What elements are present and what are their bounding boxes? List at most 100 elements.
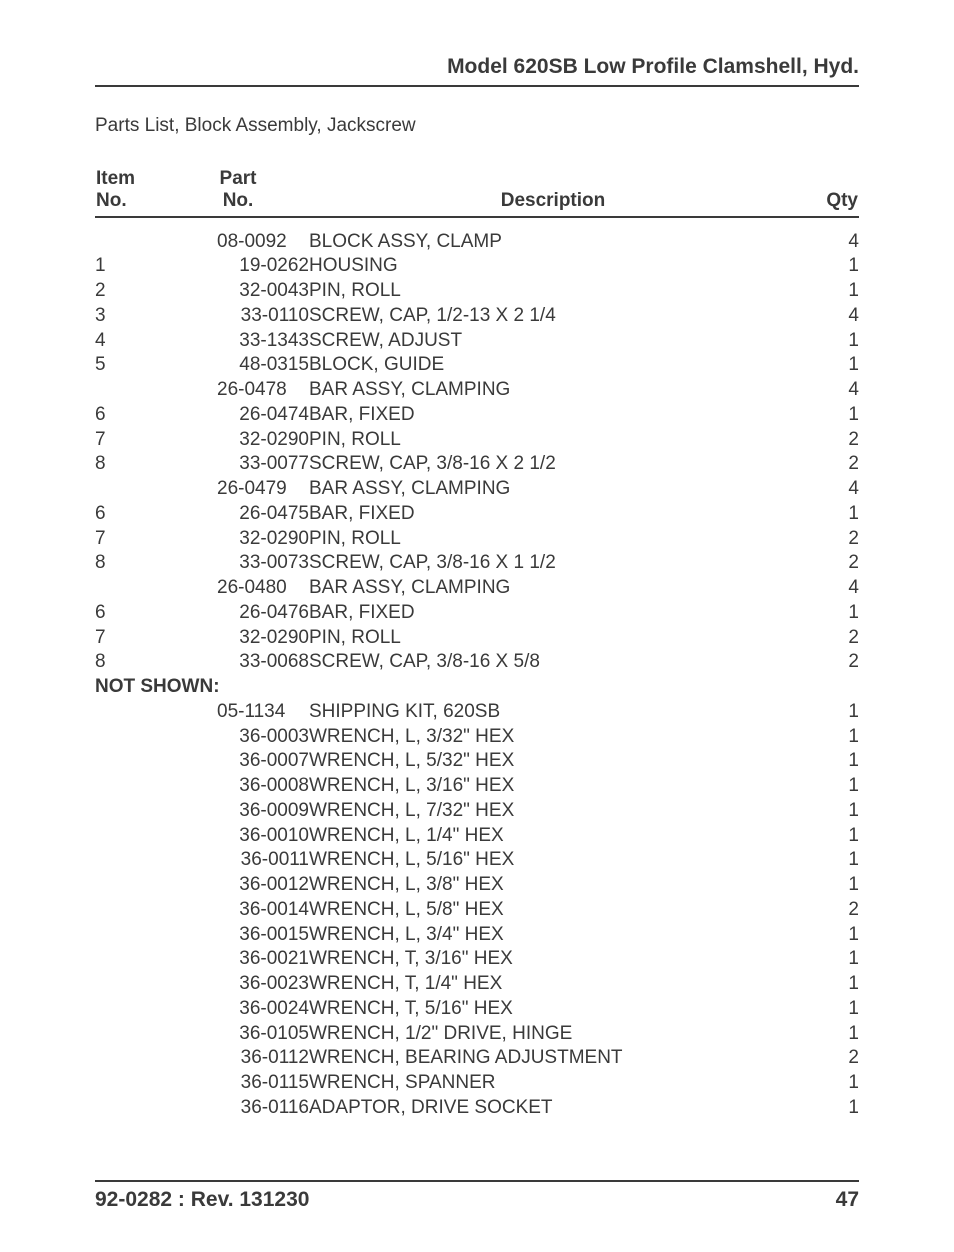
table-row: 36-0021WRENCH, T, 3/16" HEX1 bbox=[95, 947, 859, 972]
table-row: 433-1343SCREW, ADJUST1 bbox=[95, 328, 859, 353]
table-row: 36-0116ADAPTOR, DRIVE SOCKET1 bbox=[95, 1095, 859, 1120]
cell-part: 08-0092 bbox=[167, 229, 309, 254]
cell-part: 48-0315 bbox=[167, 353, 309, 378]
cell-qty: 4 bbox=[797, 378, 859, 403]
cell-item: 5 bbox=[95, 353, 167, 378]
table-row: 36-0023WRENCH, T, 1/4" HEX1 bbox=[95, 972, 859, 997]
cell-part: 33-0068 bbox=[167, 650, 309, 675]
table-row: 26-0480BAR ASSY, CLAMPING4 bbox=[95, 576, 859, 601]
table-row: 333-0110SCREW, CAP, 1/2-13 X 2 1/44 bbox=[95, 303, 859, 328]
col-desc-label: Description bbox=[501, 190, 606, 211]
cell-item: 4 bbox=[95, 328, 167, 353]
table-header-row: Item No. Part No. Description Qty bbox=[95, 167, 859, 217]
table-row: 119-0262HOUSING1 bbox=[95, 254, 859, 279]
cell-qty: 4 bbox=[797, 576, 859, 601]
cell-part: 36-0116 bbox=[167, 1095, 309, 1120]
cell-desc: WRENCH, L, 7/32" HEX bbox=[309, 798, 797, 823]
cell-qty: 1 bbox=[797, 1071, 859, 1096]
cell-part: 36-0015 bbox=[167, 922, 309, 947]
cell-item bbox=[95, 774, 167, 799]
cell-desc: WRENCH, BEARING ADJUSTMENT bbox=[309, 1046, 797, 1071]
cell-qty: 4 bbox=[797, 229, 859, 254]
cell-qty: 1 bbox=[797, 724, 859, 749]
section-row: NOT SHOWN: bbox=[95, 675, 859, 700]
cell-item: 7 bbox=[95, 526, 167, 551]
cell-item: 1 bbox=[95, 254, 167, 279]
cell-desc: WRENCH, L, 5/16" HEX bbox=[309, 848, 797, 873]
cell-qty: 1 bbox=[797, 699, 859, 724]
table-row: 36-0007WRENCH, L, 5/32" HEX1 bbox=[95, 749, 859, 774]
cell-part: 05-1134 bbox=[167, 699, 309, 724]
cell-part: 36-0023 bbox=[167, 972, 309, 997]
table-row: 36-0024WRENCH, T, 5/16" HEX1 bbox=[95, 996, 859, 1021]
cell-qty: 2 bbox=[797, 551, 859, 576]
cell-desc: WRENCH, L, 1/4" HEX bbox=[309, 823, 797, 848]
table-row: 626-0474BAR, FIXED1 bbox=[95, 402, 859, 427]
cell-desc: SCREW, ADJUST bbox=[309, 328, 797, 353]
cell-item: 8 bbox=[95, 551, 167, 576]
table-row: 833-0073SCREW, CAP, 3/8-16 X 1 1/22 bbox=[95, 551, 859, 576]
cell-part: 19-0262 bbox=[167, 254, 309, 279]
cell-item bbox=[95, 378, 167, 403]
table-row: 548-0315BLOCK, GUIDE1 bbox=[95, 353, 859, 378]
cell-qty: 1 bbox=[797, 996, 859, 1021]
cell-part: 36-0014 bbox=[167, 897, 309, 922]
cell-qty: 1 bbox=[797, 1095, 859, 1120]
cell-qty: 2 bbox=[797, 650, 859, 675]
table-row: 05-1134SHIPPING KIT, 620SB1 bbox=[95, 699, 859, 724]
cell-item: 6 bbox=[95, 501, 167, 526]
table-row: 36-0010WRENCH, L, 1/4" HEX1 bbox=[95, 823, 859, 848]
cell-qty: 2 bbox=[797, 526, 859, 551]
cell-qty: 1 bbox=[797, 600, 859, 625]
cell-item: 6 bbox=[95, 600, 167, 625]
cell-item bbox=[95, 477, 167, 502]
cell-desc: WRENCH, L, 5/32" HEX bbox=[309, 749, 797, 774]
cell-item: 3 bbox=[95, 303, 167, 328]
cell-desc: BLOCK ASSY, CLAMP bbox=[309, 229, 797, 254]
table-row: 36-0014WRENCH, L, 5/8" HEX2 bbox=[95, 897, 859, 922]
cell-item bbox=[95, 1071, 167, 1096]
cell-desc: PIN, ROLL bbox=[309, 625, 797, 650]
table-row: 732-0290PIN, ROLL2 bbox=[95, 427, 859, 452]
cell-qty: 1 bbox=[797, 873, 859, 898]
table-row: 36-0012WRENCH, L, 3/8" HEX1 bbox=[95, 873, 859, 898]
cell-desc: BAR, FIXED bbox=[309, 402, 797, 427]
cell-qty: 1 bbox=[797, 501, 859, 526]
cell-item bbox=[95, 1095, 167, 1120]
col-part-line2: No. bbox=[223, 190, 254, 211]
cell-qty: 1 bbox=[797, 1021, 859, 1046]
col-item: Item No. bbox=[95, 167, 167, 217]
cell-qty: 1 bbox=[797, 848, 859, 873]
cell-qty: 2 bbox=[797, 897, 859, 922]
cell-desc: BAR ASSY, CLAMPING bbox=[309, 378, 797, 403]
table-row: 36-0003WRENCH, L, 3/32" HEX1 bbox=[95, 724, 859, 749]
cell-item bbox=[95, 873, 167, 898]
cell-item bbox=[95, 922, 167, 947]
cell-part: 36-0105 bbox=[167, 1021, 309, 1046]
cell-desc: SCREW, CAP, 3/8-16 X 1 1/2 bbox=[309, 551, 797, 576]
table-row: 36-0009WRENCH, L, 7/32" HEX1 bbox=[95, 798, 859, 823]
table-row: 732-0290PIN, ROLL2 bbox=[95, 625, 859, 650]
cell-item: 6 bbox=[95, 402, 167, 427]
cell-item: 7 bbox=[95, 427, 167, 452]
not-shown-label: NOT SHOWN: bbox=[95, 675, 859, 700]
cell-item bbox=[95, 1046, 167, 1071]
cell-part: 36-0011 bbox=[167, 848, 309, 873]
cell-item bbox=[95, 972, 167, 997]
page: Model 620SB Low Profile Clamshell, Hyd. … bbox=[0, 0, 954, 1252]
cell-desc: BAR, FIXED bbox=[309, 600, 797, 625]
cell-part: 36-0003 bbox=[167, 724, 309, 749]
table-row: 26-0479BAR ASSY, CLAMPING4 bbox=[95, 477, 859, 502]
table-row: 36-0008WRENCH, L, 3/16" HEX1 bbox=[95, 774, 859, 799]
subtitle: Parts List, Block Assembly, Jackscrew bbox=[95, 115, 859, 137]
table-row: 232-0043PIN, ROLL1 bbox=[95, 279, 859, 304]
cell-desc: PIN, ROLL bbox=[309, 279, 797, 304]
cell-part: 26-0479 bbox=[167, 477, 309, 502]
table-row: 36-0112WRENCH, BEARING ADJUSTMENT2 bbox=[95, 1046, 859, 1071]
cell-qty: 2 bbox=[797, 427, 859, 452]
col-part-line1: Part bbox=[220, 168, 257, 189]
cell-qty: 1 bbox=[797, 402, 859, 427]
cell-part: 26-0474 bbox=[167, 402, 309, 427]
cell-item bbox=[95, 848, 167, 873]
cell-item bbox=[95, 1021, 167, 1046]
